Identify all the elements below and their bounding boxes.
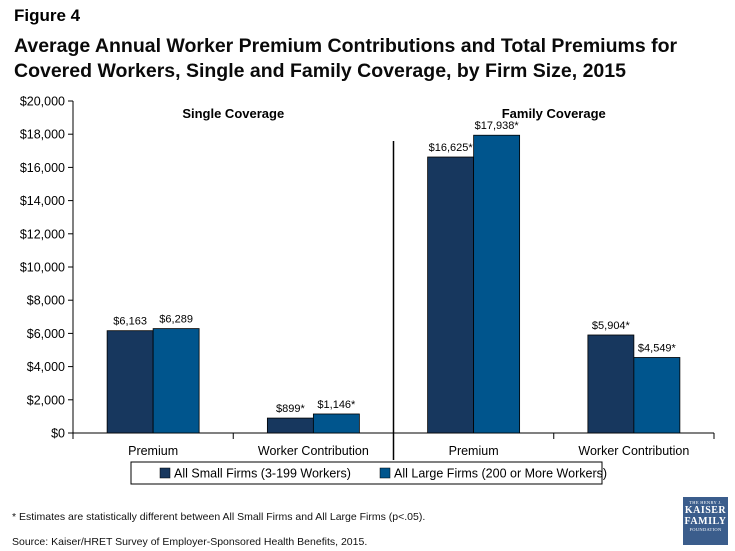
footnote: * Estimates are statistically different … — [12, 511, 426, 523]
legend-label-small-firms: All Small Firms (3-199 Workers) — [174, 467, 351, 481]
data-label: $5,904* — [592, 320, 631, 332]
data-label: $4,549* — [638, 342, 677, 354]
data-label: $899* — [276, 403, 305, 415]
bar-large-firms — [473, 134, 521, 434]
kff-logo: THE HENRY J. KAISER FAMILY FOUNDATION — [683, 497, 728, 545]
bar-chart: $0 $2,000 $4,000 $6,000 $8,000 $10,000 $12,000… — [20, 95, 715, 485]
y-tick-label: $16,000 — [20, 161, 65, 175]
y-tick-label: $8,000 — [27, 294, 65, 308]
y-tick-label: $12,000 — [20, 227, 65, 241]
x-category-label: Premium — [128, 444, 178, 458]
figure-label: Figure 4 — [14, 6, 81, 25]
legend-label-large-firms: All Large Firms (200 or More Workers) — [394, 467, 607, 481]
y-tick-label: $2,000 — [27, 393, 65, 407]
y-tick-label: $4,000 — [27, 360, 65, 374]
y-tick-label: $14,000 — [20, 194, 65, 208]
logo-line-1: THE HENRY J. — [689, 500, 722, 505]
data-label: $6,163 — [113, 316, 147, 328]
bar-small-firms — [266, 417, 314, 434]
data-label: $1,146* — [317, 399, 356, 411]
x-category-label: Premium — [449, 444, 499, 458]
y-tick-label: $20,000 — [20, 95, 65, 109]
legend-swatch-small-firms — [159, 467, 171, 479]
x-category-label: Worker Contribution — [578, 444, 689, 458]
bar-large-firms — [312, 413, 360, 434]
y-tick-label: $6,000 — [27, 327, 65, 341]
data-label: $16,625* — [429, 142, 474, 154]
bar-small-firms — [106, 330, 154, 434]
bar-small-firms — [587, 334, 635, 434]
y-tick-label: $0 — [51, 427, 65, 441]
y-tick-label: $18,000 — [20, 128, 65, 142]
legend-box — [130, 461, 603, 485]
y-tick-label: $10,000 — [20, 261, 65, 275]
data-label: $17,938* — [475, 120, 520, 132]
data-label: $6,289 — [159, 314, 193, 326]
bar-large-firms — [633, 357, 681, 434]
source-note: Source: Kaiser/HRET Survey of Employer-S… — [12, 536, 368, 548]
chart-title: Average Annual Worker Premium Contributi… — [14, 35, 678, 82]
bar-small-firms — [427, 156, 475, 434]
logo-line-3: FAMILY — [684, 516, 727, 527]
panel-title-family: Family Coverage — [502, 106, 606, 121]
logo-line-4: FOUNDATION — [689, 527, 722, 532]
logo-line-2: KAISER — [684, 505, 727, 516]
panel-title-single: Single Coverage — [182, 106, 284, 121]
x-category-label: Worker Contribution — [258, 444, 369, 458]
legend-swatch-large-firms — [379, 467, 391, 479]
bar-large-firms — [152, 328, 200, 434]
